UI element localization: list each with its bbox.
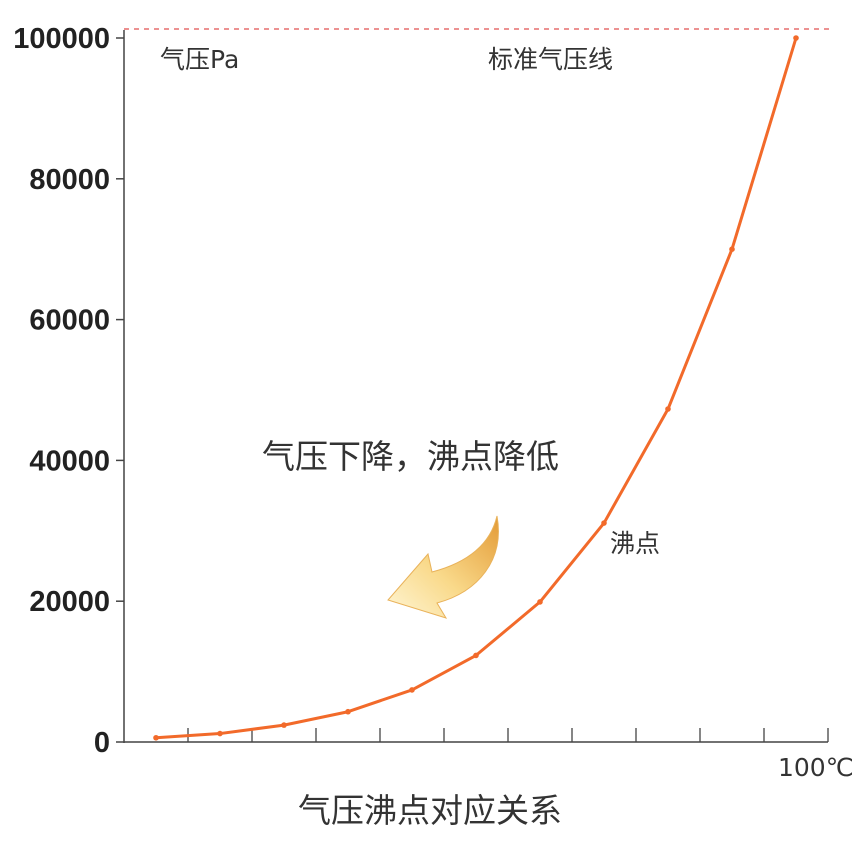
data-point	[729, 246, 735, 252]
x-end-label: 100℃	[778, 753, 852, 782]
annotation-text: 气压下降，沸点降低	[262, 437, 559, 476]
boiling-point-label: 沸点	[610, 529, 660, 558]
data-point	[473, 652, 479, 659]
y-tick-label: 60000	[29, 305, 110, 337]
data-point	[345, 708, 351, 715]
y-tick-label: 40000	[29, 445, 110, 477]
data-point	[153, 734, 159, 741]
data-point	[665, 406, 671, 412]
y-tick-labels: 0 20000 40000 60000 80000 100000	[13, 23, 110, 759]
curved-arrow-icon	[387, 515, 499, 619]
y-tick-label: 0	[94, 727, 110, 759]
data-points	[153, 35, 799, 741]
axes	[116, 30, 829, 743]
data-point	[217, 730, 223, 737]
data-point	[409, 687, 415, 693]
y-tick-label: 100000	[13, 23, 110, 55]
y-tick-label: 20000	[29, 586, 110, 618]
data-point	[537, 599, 543, 605]
data-point	[793, 35, 799, 41]
data-point	[601, 520, 607, 526]
reference-line-label: 标准气压线	[488, 45, 613, 74]
y-tick-label: 80000	[29, 164, 110, 196]
chart-title: 气压沸点对应关系	[298, 791, 562, 830]
data-point	[281, 722, 287, 728]
y-axis-label: 气压Pa	[160, 45, 239, 74]
data-line	[155, 37, 798, 740]
data-line-layer	[155, 37, 798, 740]
